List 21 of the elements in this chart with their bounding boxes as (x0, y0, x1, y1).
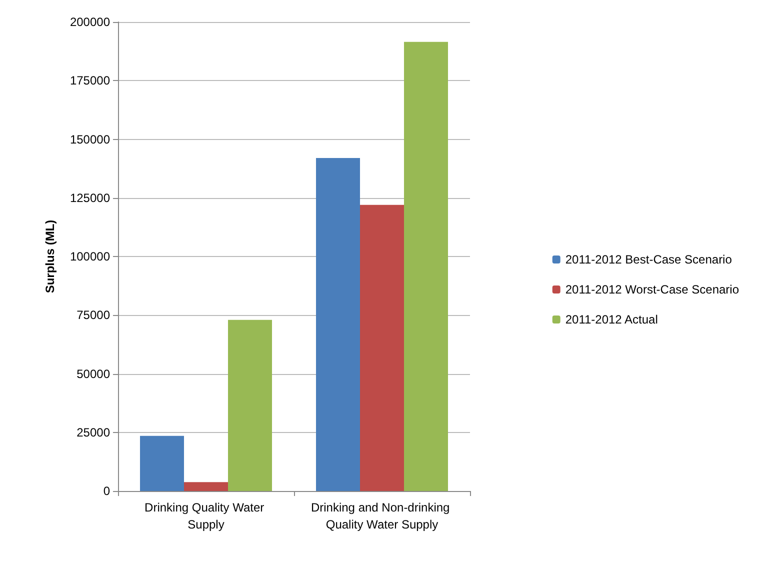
y-tick-label: 25000 (76, 425, 110, 440)
bar (140, 436, 184, 491)
bar (360, 204, 404, 491)
y-tick-label: 50000 (76, 366, 110, 381)
bar (316, 158, 360, 491)
bar (184, 482, 228, 491)
y-tick-label: 200000 (70, 15, 110, 29)
legend-label: 2011-2012 Best-Case Scenario (565, 252, 732, 266)
legend-label: 2011-2012 Actual (565, 312, 658, 326)
x-tick-label: Drinking and Non-drinking Quality Water Supply (310, 500, 454, 532)
legend-label: 2011-2012 Worst-Case Scenario (565, 282, 740, 296)
x-tick-label: Drinking Quality Water Supply (144, 500, 268, 532)
y-axis-title: Surplus (ML) (43, 220, 57, 294)
y-tick-label: 175000 (70, 74, 110, 88)
y-tick-label: 75000 (76, 308, 110, 322)
y-tick-label: 125000 (70, 190, 110, 205)
bar (404, 42, 448, 491)
bar (228, 320, 272, 491)
y-tick-label: 150000 (70, 132, 110, 146)
y-tick-label: 0 (103, 484, 110, 498)
y-tick-label: 100000 (70, 250, 110, 264)
